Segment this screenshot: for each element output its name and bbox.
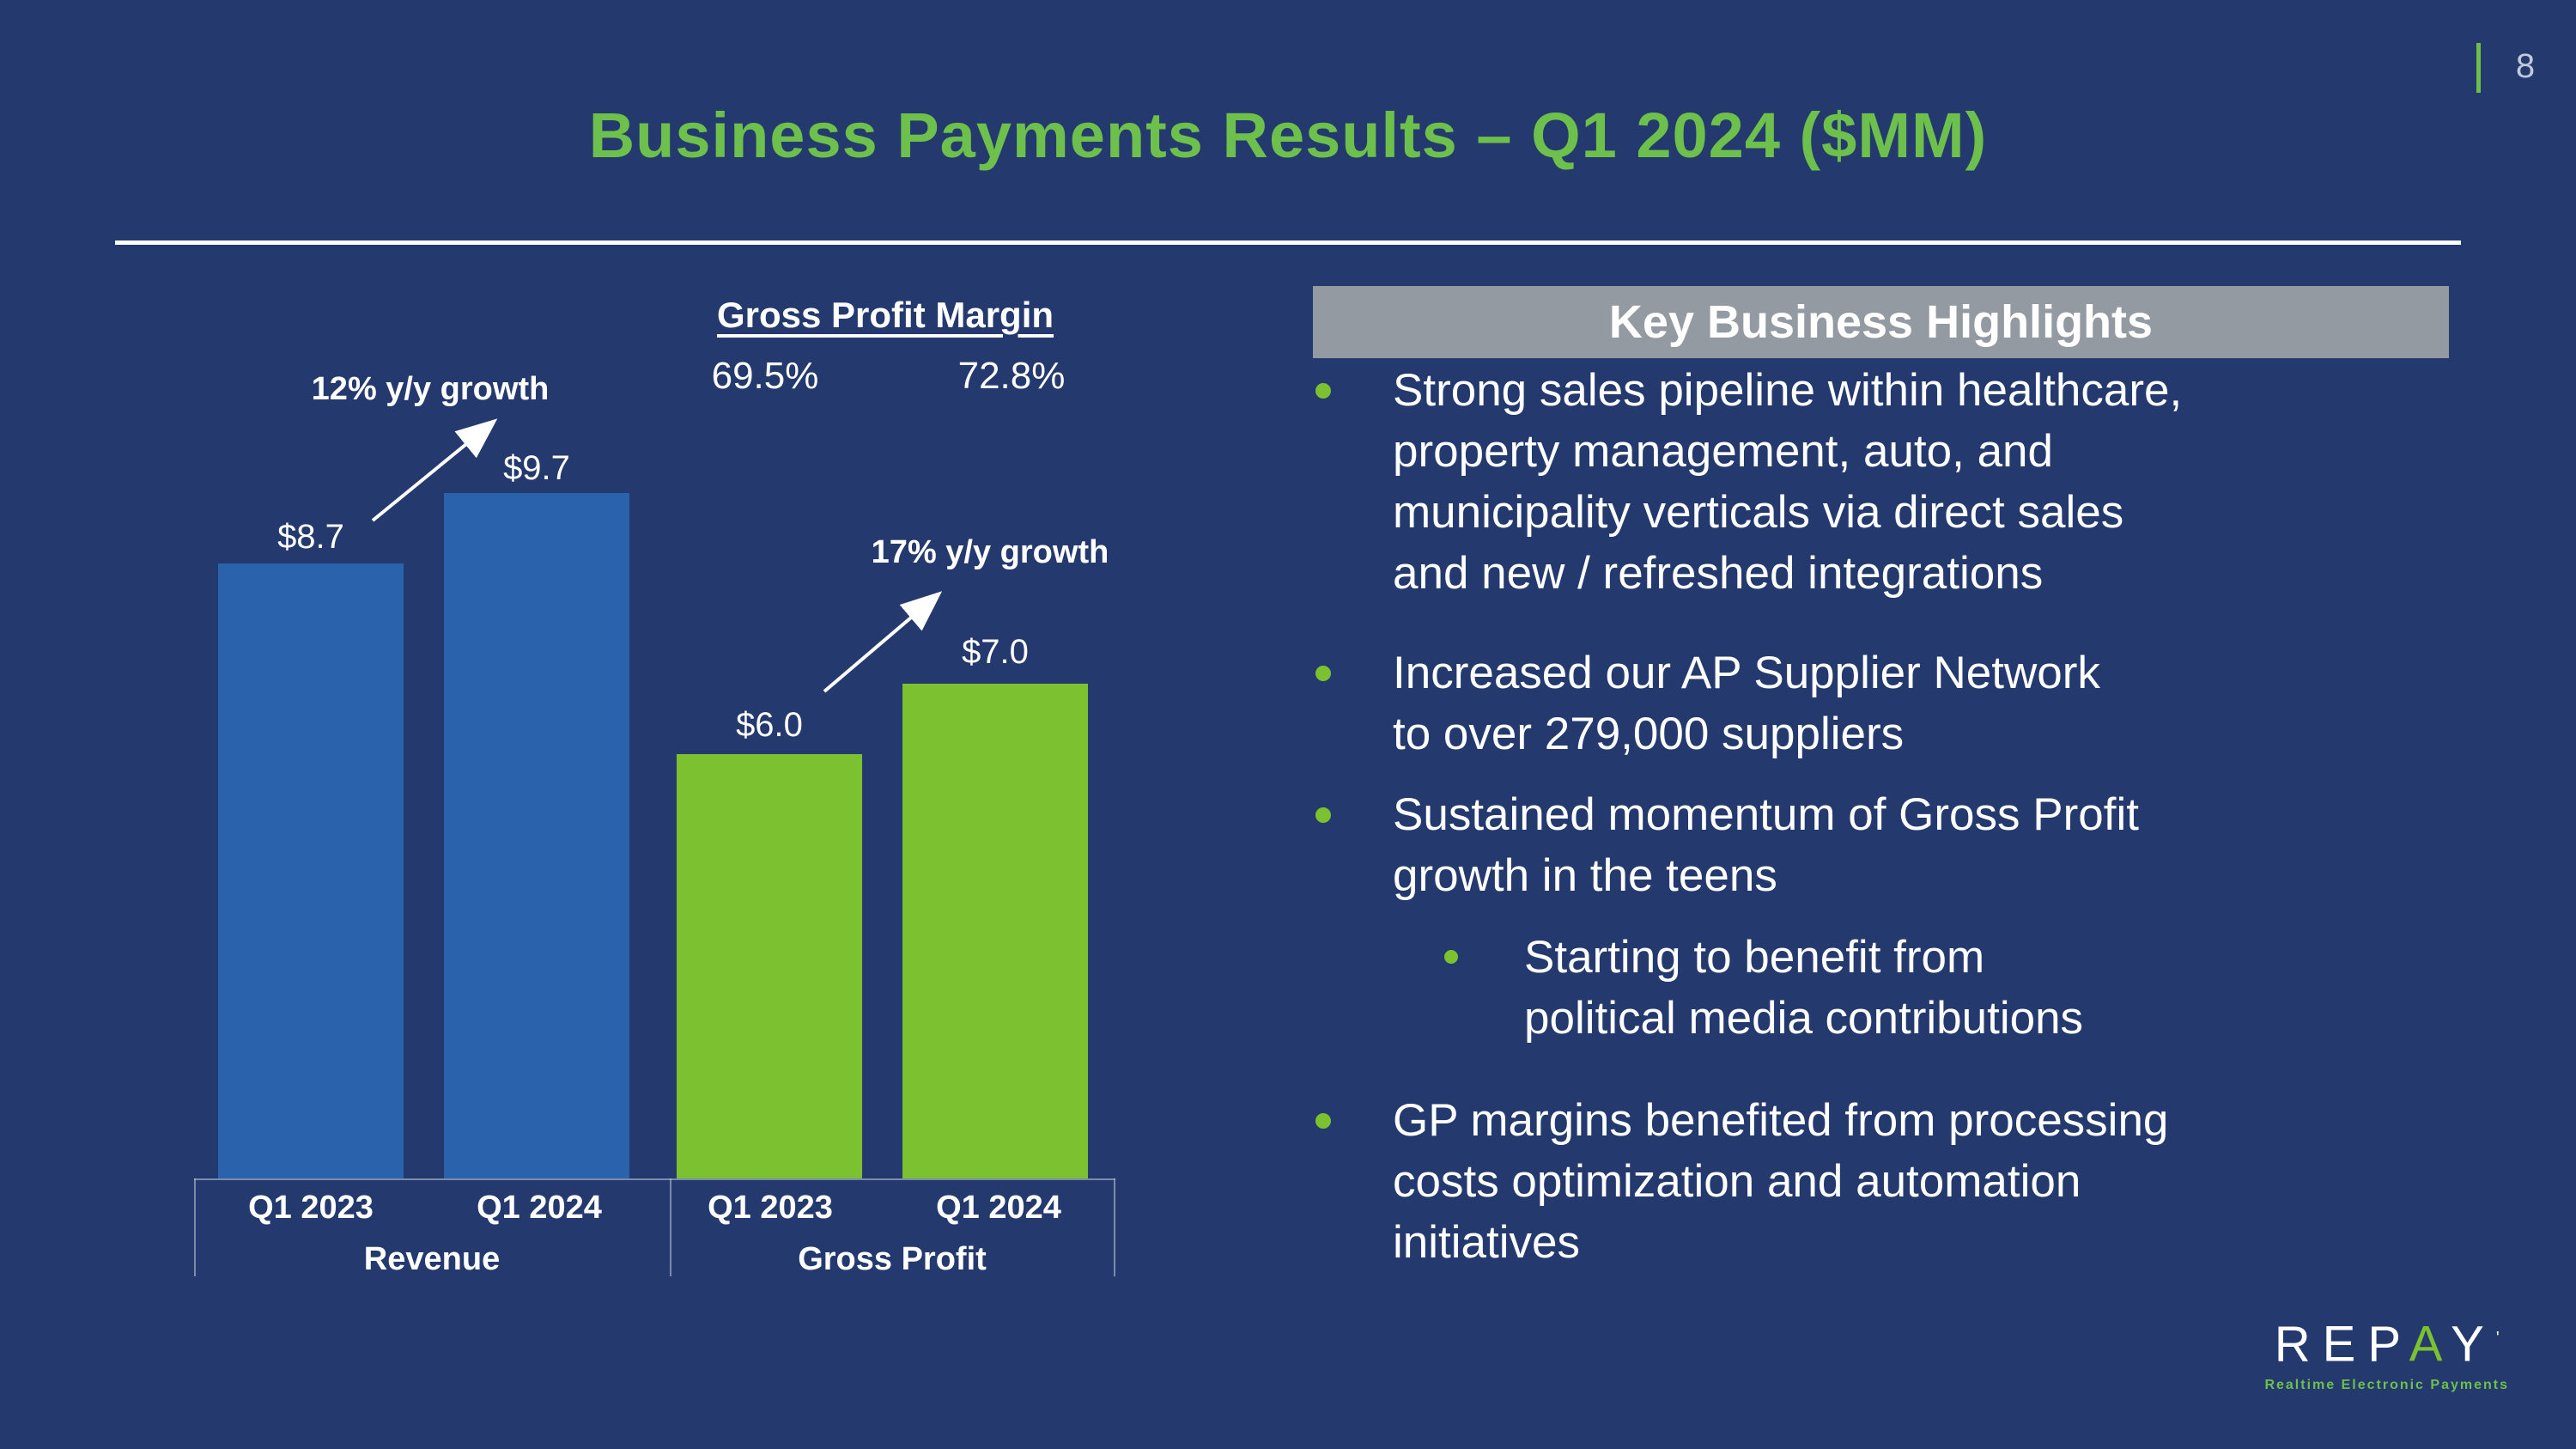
- tick-label-revenue-q1-2024: Q1 2024: [477, 1190, 602, 1226]
- axis-divider-left: [194, 1178, 196, 1276]
- highlights-header: Key Business Highlights: [1313, 286, 2449, 358]
- bar-value-revenue-q1-2024: $9.7: [503, 449, 570, 487]
- logo-text-prefix: REP: [2274, 1316, 2409, 1373]
- bullet-dot-icon: [1315, 1113, 1331, 1129]
- repay-logo: REPAY' Realtime Electronic Payments: [2264, 1312, 2509, 1394]
- slide-number-divider: [2476, 43, 2481, 93]
- gross-profit-margin-heading: Gross Profit Margin: [716, 295, 1054, 335]
- logo-text-suffix: Y: [2451, 1316, 2496, 1373]
- axis-baseline-rule: [194, 1178, 1115, 1180]
- bar-value-revenue-q1-2023: $8.7: [277, 518, 344, 556]
- sub-bullet-dot-icon: [1444, 950, 1458, 964]
- bar-revenue-q1-2024: [444, 493, 629, 1178]
- revenue-growth-annotation: 12% y/y growth: [311, 371, 550, 407]
- tick-label-gross-profit-q1-2024: Q1 2024: [936, 1190, 1061, 1226]
- bullet-dot-icon: [1315, 807, 1331, 823]
- logo-accent-letter: A: [2409, 1316, 2451, 1373]
- highlight-bullet-4: GP margins benefited from processing cos…: [1393, 1095, 2169, 1268]
- title-divider-rule: [115, 240, 2461, 245]
- highlight-sub-bullet: Starting to benefit from political media…: [1524, 932, 2084, 1044]
- gross-profit-growth-annotation: 17% y/y growth: [871, 534, 1109, 570]
- gross-profit-margin-q1-2023: 69.5%: [711, 355, 819, 397]
- tick-label-revenue-q1-2023: Q1 2023: [248, 1190, 374, 1226]
- highlight-bullet-2: Increased our AP Supplier Network to ove…: [1393, 648, 2100, 759]
- group-label-gross-profit: Gross Profit: [798, 1241, 987, 1277]
- highlight-bullet-1: Strong sales pipeline within healthcare,…: [1393, 365, 2183, 599]
- bar-gross-profit-q1-2023: [677, 754, 862, 1178]
- repay-logo-tagline: Realtime Electronic Payments: [2264, 1378, 2509, 1393]
- highlight-bullet-3: Sustained momentum of Gross Profit growt…: [1393, 789, 2139, 901]
- bar-value-gross-profit-q1-2024: $7.0: [962, 633, 1029, 671]
- group-label-revenue: Revenue: [363, 1241, 501, 1277]
- gross-profit-margin-q1-2024: 72.8%: [957, 355, 1066, 397]
- slide-number: 8: [2515, 47, 2536, 85]
- axis-divider-middle: [670, 1178, 671, 1276]
- bar-value-gross-profit-q1-2023: $6.0: [736, 706, 803, 744]
- bar-gross-profit-q1-2024: [902, 684, 1088, 1178]
- logo-trademark-icon: ': [2495, 1329, 2500, 1348]
- slide-title: Business Payments Results – Q1 2024 ($MM…: [588, 100, 1988, 171]
- bar-revenue-q1-2023: [218, 563, 404, 1178]
- bullet-dot-icon: [1315, 383, 1331, 399]
- repay-logo-wordmark: REPAY': [2264, 1312, 2509, 1370]
- tick-label-gross-profit-q1-2023: Q1 2023: [708, 1190, 833, 1226]
- bullet-dot-icon: [1315, 666, 1331, 681]
- axis-divider-right: [1114, 1178, 1115, 1276]
